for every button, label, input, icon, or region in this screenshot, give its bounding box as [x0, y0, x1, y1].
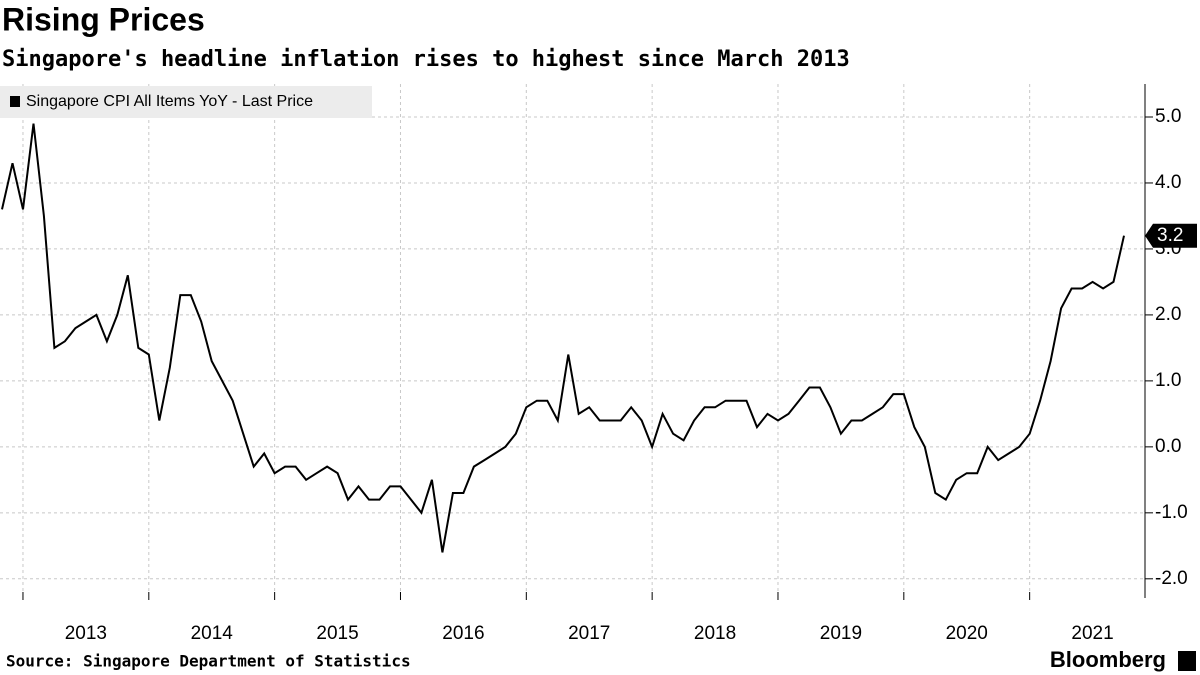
- x-tick-label: 2018: [694, 623, 736, 644]
- x-tick-label: 2021: [1071, 623, 1113, 644]
- brand: Bloomberg: [1050, 647, 1166, 672]
- legend-swatch: [10, 96, 20, 107]
- x-tick-label: 2014: [191, 623, 234, 644]
- last-value-box: [1145, 223, 1197, 248]
- x-tick-label: 2017: [568, 623, 610, 644]
- x-tick-label: 2019: [820, 623, 862, 644]
- x-tick-label: 2020: [946, 623, 988, 644]
- x-tick-label: 2015: [316, 623, 358, 644]
- source: Source: Singapore Department of Statisti…: [6, 652, 411, 671]
- y-tick-label: 0.0: [1155, 436, 1181, 457]
- brand-icon: [1178, 651, 1196, 671]
- chart-title: Rising Prices: [2, 1, 205, 37]
- x-tick-label: 2013: [65, 623, 107, 644]
- y-tick-label: 4.0: [1155, 172, 1181, 193]
- x-tick-label: 2016: [442, 623, 484, 644]
- last-value-label: 3.2: [1157, 225, 1183, 246]
- y-tick-label: 5.0: [1155, 106, 1181, 127]
- legend-label: Singapore CPI All Items YoY - Last Price: [26, 93, 313, 110]
- legend-box: [0, 86, 372, 118]
- data-line: [1, 123, 1125, 553]
- y-tick-label: 1.0: [1155, 370, 1181, 391]
- y-tick-label: 2.0: [1155, 304, 1181, 325]
- y-tick-label: -2.0: [1155, 568, 1188, 589]
- chart-subtitle: Singapore's headline inflation rises to …: [2, 47, 850, 72]
- y-tick-label: -1.0: [1155, 502, 1188, 523]
